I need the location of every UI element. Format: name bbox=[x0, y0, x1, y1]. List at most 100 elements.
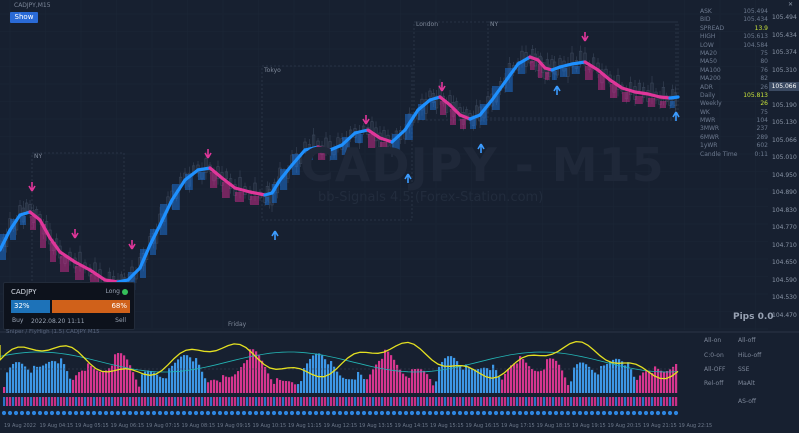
dot-marker bbox=[163, 410, 169, 416]
histogram-bar bbox=[108, 368, 111, 393]
info-row-label: MA50 bbox=[700, 58, 717, 66]
state-block bbox=[222, 397, 225, 406]
dot-marker bbox=[307, 410, 313, 416]
state-block bbox=[33, 397, 36, 406]
histogram-bar bbox=[477, 369, 480, 393]
state-block bbox=[447, 397, 450, 406]
state-block bbox=[144, 397, 147, 406]
histogram-bar bbox=[321, 355, 324, 393]
state-block bbox=[276, 397, 279, 406]
state-block bbox=[582, 397, 585, 406]
trend-segment bbox=[88, 268, 107, 282]
sub-button-as-off[interactable]: AS-off bbox=[738, 398, 756, 405]
trend-band bbox=[585, 66, 593, 80]
sub-button-crossover[interactable]: C:0-on bbox=[704, 352, 724, 359]
info-row: 6MWR 289 bbox=[700, 134, 768, 142]
info-row: ADR 26 bbox=[700, 84, 768, 92]
histogram-bar bbox=[363, 379, 366, 393]
trend-band bbox=[250, 196, 259, 205]
sub-button-rel-off[interactable]: Rel-off bbox=[704, 380, 724, 387]
histogram-bar bbox=[213, 379, 216, 393]
sub-button-ss[interactable]: SSE bbox=[738, 366, 750, 373]
state-block bbox=[231, 397, 234, 406]
state-block bbox=[51, 397, 54, 406]
histogram-bar bbox=[273, 383, 276, 393]
dot-marker bbox=[607, 410, 613, 416]
sub-button-hi-lo[interactable]: HiLo-off bbox=[738, 352, 762, 359]
state-block bbox=[273, 397, 276, 406]
state-block bbox=[621, 397, 624, 406]
dot-marker bbox=[7, 410, 13, 416]
histogram-bar bbox=[597, 374, 600, 393]
dot-marker bbox=[505, 410, 511, 416]
sub-button-all-on[interactable]: All-on bbox=[704, 337, 722, 344]
histogram-bar bbox=[144, 371, 147, 393]
histogram-bar bbox=[549, 358, 552, 393]
state-block bbox=[147, 397, 150, 406]
trend-segment bbox=[658, 95, 672, 100]
histogram-bar bbox=[84, 370, 87, 393]
sub-button-mask[interactable]: MaAlt bbox=[738, 380, 755, 387]
dot-marker bbox=[61, 410, 67, 416]
date-axis-label: 19 Aug 09:15 bbox=[217, 423, 251, 429]
state-block bbox=[417, 397, 420, 406]
info-row-value: 26 bbox=[760, 100, 768, 108]
histogram-bar bbox=[282, 380, 285, 393]
trend-band bbox=[342, 137, 350, 155]
trade-card[interactable]: CADJPY Long 32% 68% Buy 2022.08.20 11:11… bbox=[3, 282, 135, 330]
trend-band bbox=[355, 134, 363, 143]
histogram-bar bbox=[450, 356, 453, 393]
dot-marker bbox=[289, 410, 295, 416]
close-icon[interactable]: ✕ bbox=[787, 1, 793, 8]
sell-bar: 68% bbox=[52, 300, 130, 313]
state-block bbox=[354, 397, 357, 406]
histogram-bar bbox=[33, 365, 36, 393]
state-block bbox=[420, 397, 423, 406]
state-block bbox=[342, 397, 345, 406]
trend-band bbox=[450, 109, 456, 125]
dot-marker bbox=[511, 410, 517, 416]
state-block bbox=[579, 397, 582, 406]
sub-button-all-off-2[interactable]: All-OFF bbox=[704, 366, 726, 373]
state-block bbox=[414, 397, 417, 406]
date-axis-label: 19 Aug 14:15 bbox=[394, 423, 429, 429]
info-row: MA200 82 bbox=[700, 75, 768, 83]
state-block bbox=[123, 397, 126, 406]
state-block bbox=[174, 397, 177, 406]
dot-marker bbox=[271, 410, 277, 416]
show-button[interactable]: Show bbox=[10, 12, 38, 23]
info-row: 3MWR 237 bbox=[700, 125, 768, 133]
state-block bbox=[366, 397, 369, 406]
dot-marker bbox=[541, 410, 547, 416]
state-block bbox=[225, 397, 228, 406]
trend-band bbox=[518, 61, 526, 74]
state-block bbox=[294, 397, 297, 406]
trend-segment bbox=[103, 278, 120, 284]
sub-button-all-off[interactable]: All-off bbox=[738, 337, 756, 344]
dot-marker bbox=[301, 410, 307, 416]
state-block bbox=[213, 397, 216, 406]
trend-segment bbox=[536, 58, 547, 70]
histogram-bar bbox=[237, 371, 240, 393]
histogram-bar bbox=[348, 379, 351, 393]
state-block bbox=[429, 397, 432, 406]
trend-band bbox=[392, 134, 400, 152]
state-block bbox=[138, 397, 141, 406]
histogram-bar bbox=[111, 365, 114, 393]
trend-segment bbox=[28, 210, 42, 222]
trend-segment bbox=[458, 113, 472, 121]
state-block bbox=[324, 397, 327, 406]
info-row-value: 237 bbox=[756, 125, 768, 133]
info-row: BID 105.434 bbox=[700, 16, 768, 24]
state-block bbox=[267, 397, 270, 406]
down-arrow-icon bbox=[581, 32, 589, 42]
info-row-label: WK bbox=[700, 108, 710, 116]
histogram-bar bbox=[567, 385, 570, 393]
trend-segment bbox=[608, 78, 624, 90]
dot-marker bbox=[385, 410, 391, 416]
date-axis-label: 19 Aug 2022 bbox=[4, 423, 37, 429]
state-block bbox=[240, 397, 243, 406]
histogram-bar bbox=[354, 379, 357, 393]
